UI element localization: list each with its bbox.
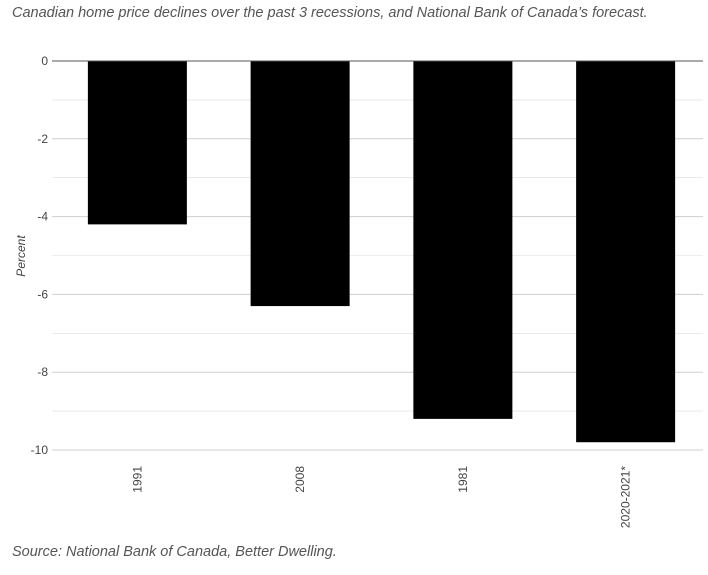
y-tick-label: -8 — [37, 365, 48, 379]
x-tick-label: 1981 — [456, 466, 470, 493]
y-tick-label: -4 — [37, 210, 48, 224]
bar — [576, 61, 676, 443]
y-tick-label: 0 — [41, 54, 48, 68]
x-tick-label: 2020-2021* — [619, 466, 633, 528]
bar — [87, 61, 187, 225]
y-tick-label: -10 — [31, 443, 49, 457]
y-axis-label: Percent — [14, 235, 28, 277]
bar — [413, 61, 513, 419]
bar — [250, 61, 350, 307]
y-tick-label: -6 — [37, 287, 48, 301]
chart-title: Canadian home price declines over the pa… — [12, 5, 648, 21]
x-tick-label: 1991 — [130, 466, 144, 493]
y-tick-label: -2 — [37, 132, 48, 146]
x-tick-label: 2008 — [293, 466, 307, 493]
chart-source: Source: National Bank of Canada, Better … — [12, 544, 337, 560]
